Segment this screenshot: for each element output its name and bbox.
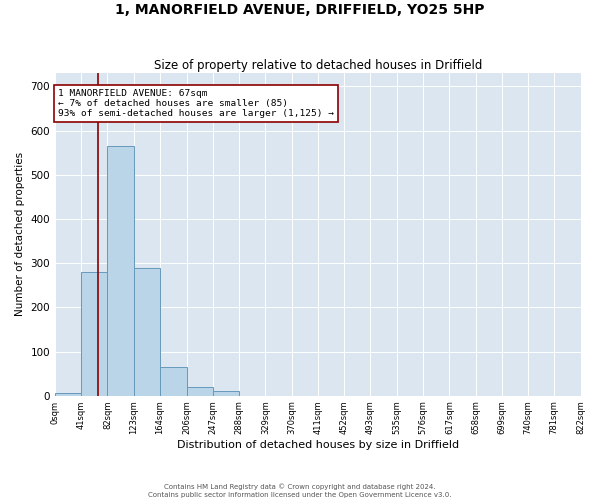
Bar: [213, 392, 239, 396]
X-axis label: Distribution of detached houses by size in Driffield: Distribution of detached houses by size …: [177, 440, 459, 450]
Bar: [187, 387, 213, 396]
Bar: [107, 146, 134, 396]
Bar: [160, 367, 187, 396]
Text: 1, MANORFIELD AVENUE, DRIFFIELD, YO25 5HP: 1, MANORFIELD AVENUE, DRIFFIELD, YO25 5H…: [115, 2, 485, 16]
Title: Size of property relative to detached houses in Driffield: Size of property relative to detached ho…: [154, 59, 482, 72]
Bar: [81, 272, 107, 396]
Y-axis label: Number of detached properties: Number of detached properties: [15, 152, 25, 316]
Bar: [55, 394, 81, 396]
Text: 1 MANORFIELD AVENUE: 67sqm
← 7% of detached houses are smaller (85)
93% of semi-: 1 MANORFIELD AVENUE: 67sqm ← 7% of detac…: [58, 88, 334, 118]
Bar: [134, 268, 160, 396]
Text: Contains HM Land Registry data © Crown copyright and database right 2024.
Contai: Contains HM Land Registry data © Crown c…: [148, 484, 452, 498]
